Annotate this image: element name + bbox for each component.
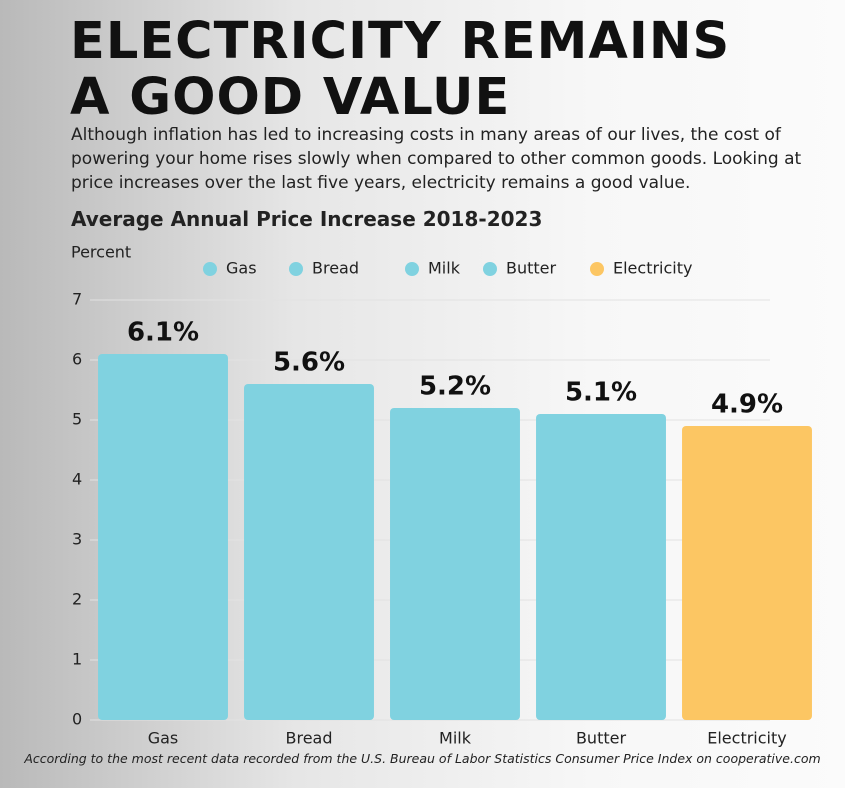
- legend-swatch: [289, 262, 303, 276]
- footnote: According to the most recent data record…: [24, 751, 821, 766]
- title: ELECTRICITY REMAINS A GOOD VALUE: [70, 12, 731, 127]
- y-tick-label: 2: [72, 590, 82, 609]
- bar: [98, 354, 228, 720]
- legend-label: Bread: [312, 259, 359, 278]
- legend-label: Gas: [226, 259, 257, 278]
- subtitle: Although inflation has led to increasing…: [71, 125, 802, 193]
- value-label: 5.6%: [273, 348, 345, 378]
- y-tick-label: 1: [72, 650, 82, 669]
- y-tick-label: 3: [72, 530, 82, 549]
- legend-label: Milk: [428, 259, 461, 278]
- x-tick-label: Electricity: [707, 729, 786, 748]
- y-tick-label: 7: [72, 290, 82, 309]
- legend-swatch: [203, 262, 217, 276]
- y-tick-label: 0: [72, 710, 82, 729]
- legend-swatch: [590, 262, 604, 276]
- y-tick-label: 4: [72, 470, 82, 489]
- value-label: 6.1%: [127, 318, 199, 348]
- y-axis-label: Percent: [71, 243, 131, 262]
- y-tick-label: 5: [72, 410, 82, 429]
- legend-swatch: [483, 262, 497, 276]
- legend-swatch: [405, 262, 419, 276]
- legend-label: Butter: [506, 259, 557, 278]
- bar: [390, 408, 520, 720]
- value-label: 5.2%: [419, 372, 491, 402]
- chart-title: Average Annual Price Increase 2018-2023: [71, 207, 543, 231]
- bar: [682, 426, 812, 720]
- value-label: 4.9%: [711, 390, 783, 420]
- bar: [536, 414, 666, 720]
- x-tick-label: Bread: [285, 729, 332, 748]
- bar: [244, 384, 374, 720]
- legend-label: Electricity: [613, 259, 692, 278]
- x-tick-label: Milk: [439, 729, 472, 748]
- x-tick-label: Gas: [148, 729, 179, 748]
- y-tick-label: 6: [72, 350, 82, 369]
- value-label: 5.1%: [565, 378, 637, 408]
- x-tick-label: Butter: [576, 729, 627, 748]
